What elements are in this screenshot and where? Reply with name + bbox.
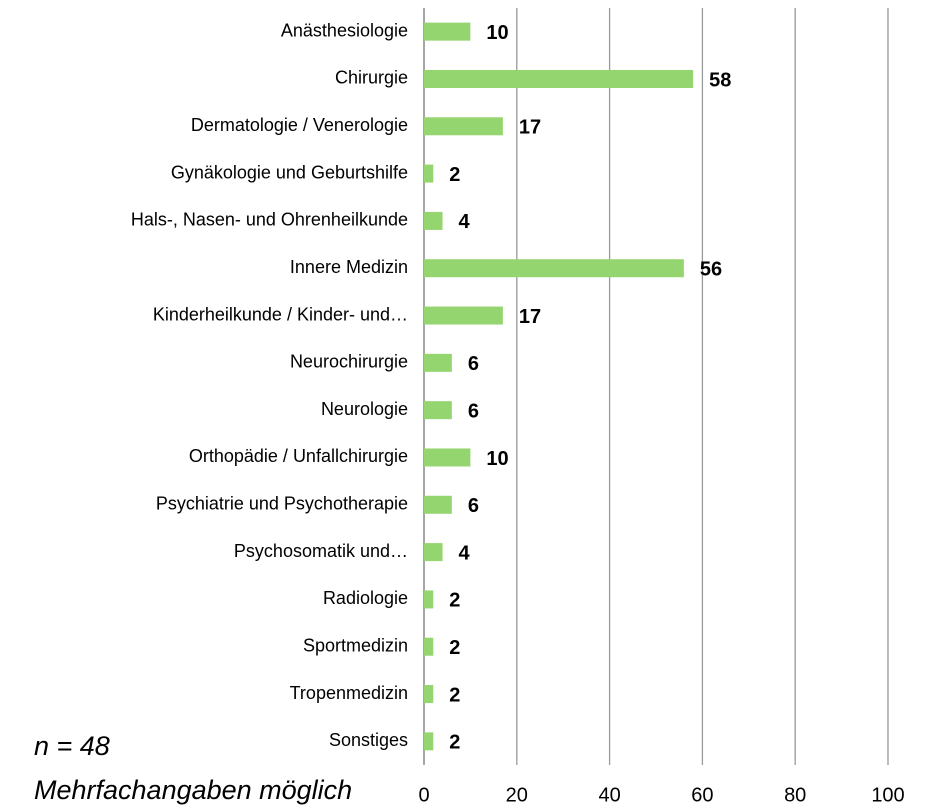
value-label: 2 [449,590,460,612]
value-label: 56 [700,259,722,281]
category-label: Innere Medizin [290,257,408,277]
x-tick-label: 100 [871,784,904,806]
category-label: Psychosomatik und… [234,541,408,561]
value-label: 4 [459,211,471,233]
value-label: 6 [468,400,479,422]
value-label: 4 [459,542,471,564]
x-tick-label: 20 [506,784,528,806]
category-label: Anästhesiologie [281,20,408,40]
annotation: Mehrfachangaben möglich [34,775,352,805]
category-label: Radiologie [323,588,408,608]
category-label: Tropenmedizin [290,683,408,703]
bar [424,401,452,420]
x-tick-label: 60 [691,784,713,806]
category-label: Kinderheilkunde / Kinder- und… [153,304,408,324]
value-label: 2 [449,732,460,754]
value-label: 17 [519,117,541,139]
bar [424,685,434,704]
bar [424,211,443,230]
category-label: Gynäkologie und Geburtshilfe [171,162,408,182]
value-label: 2 [449,164,460,186]
category-label: Hals-, Nasen- und Ohrenheilkunde [131,210,408,230]
bar [424,495,452,514]
category-label: Psychiatrie und Psychotherapie [156,494,408,514]
value-label: 6 [468,495,479,517]
value-label: 10 [486,22,508,44]
category-label: Dermatologie / Venerologie [191,115,408,135]
bar [424,164,434,183]
annotation: n = 48 [34,731,110,761]
bar [424,353,452,372]
bar [424,637,434,656]
x-tick-label: 80 [784,784,806,806]
bar [424,259,684,278]
value-label: 2 [449,637,460,659]
category-label: Sonstiges [329,730,408,750]
bar [424,22,471,41]
bar [424,543,443,562]
category-label: Sportmedizin [303,635,408,655]
value-label: 10 [486,448,508,470]
category-label: Neurochirurgie [290,352,408,372]
value-label: 58 [709,69,731,91]
bar [424,590,434,609]
category-label: Orthopädie / Unfallchirurgie [189,446,408,466]
category-label: Chirurgie [335,68,408,88]
category-label: Neurologie [321,399,408,419]
bar [424,448,471,467]
bar [424,69,694,88]
bar [424,117,503,136]
value-label: 17 [519,306,541,328]
x-tick-label: 40 [598,784,620,806]
x-tick-label: 0 [418,784,429,806]
bar [424,732,434,751]
value-label: 2 [449,684,460,706]
bar [424,306,503,325]
value-label: 6 [468,353,479,375]
